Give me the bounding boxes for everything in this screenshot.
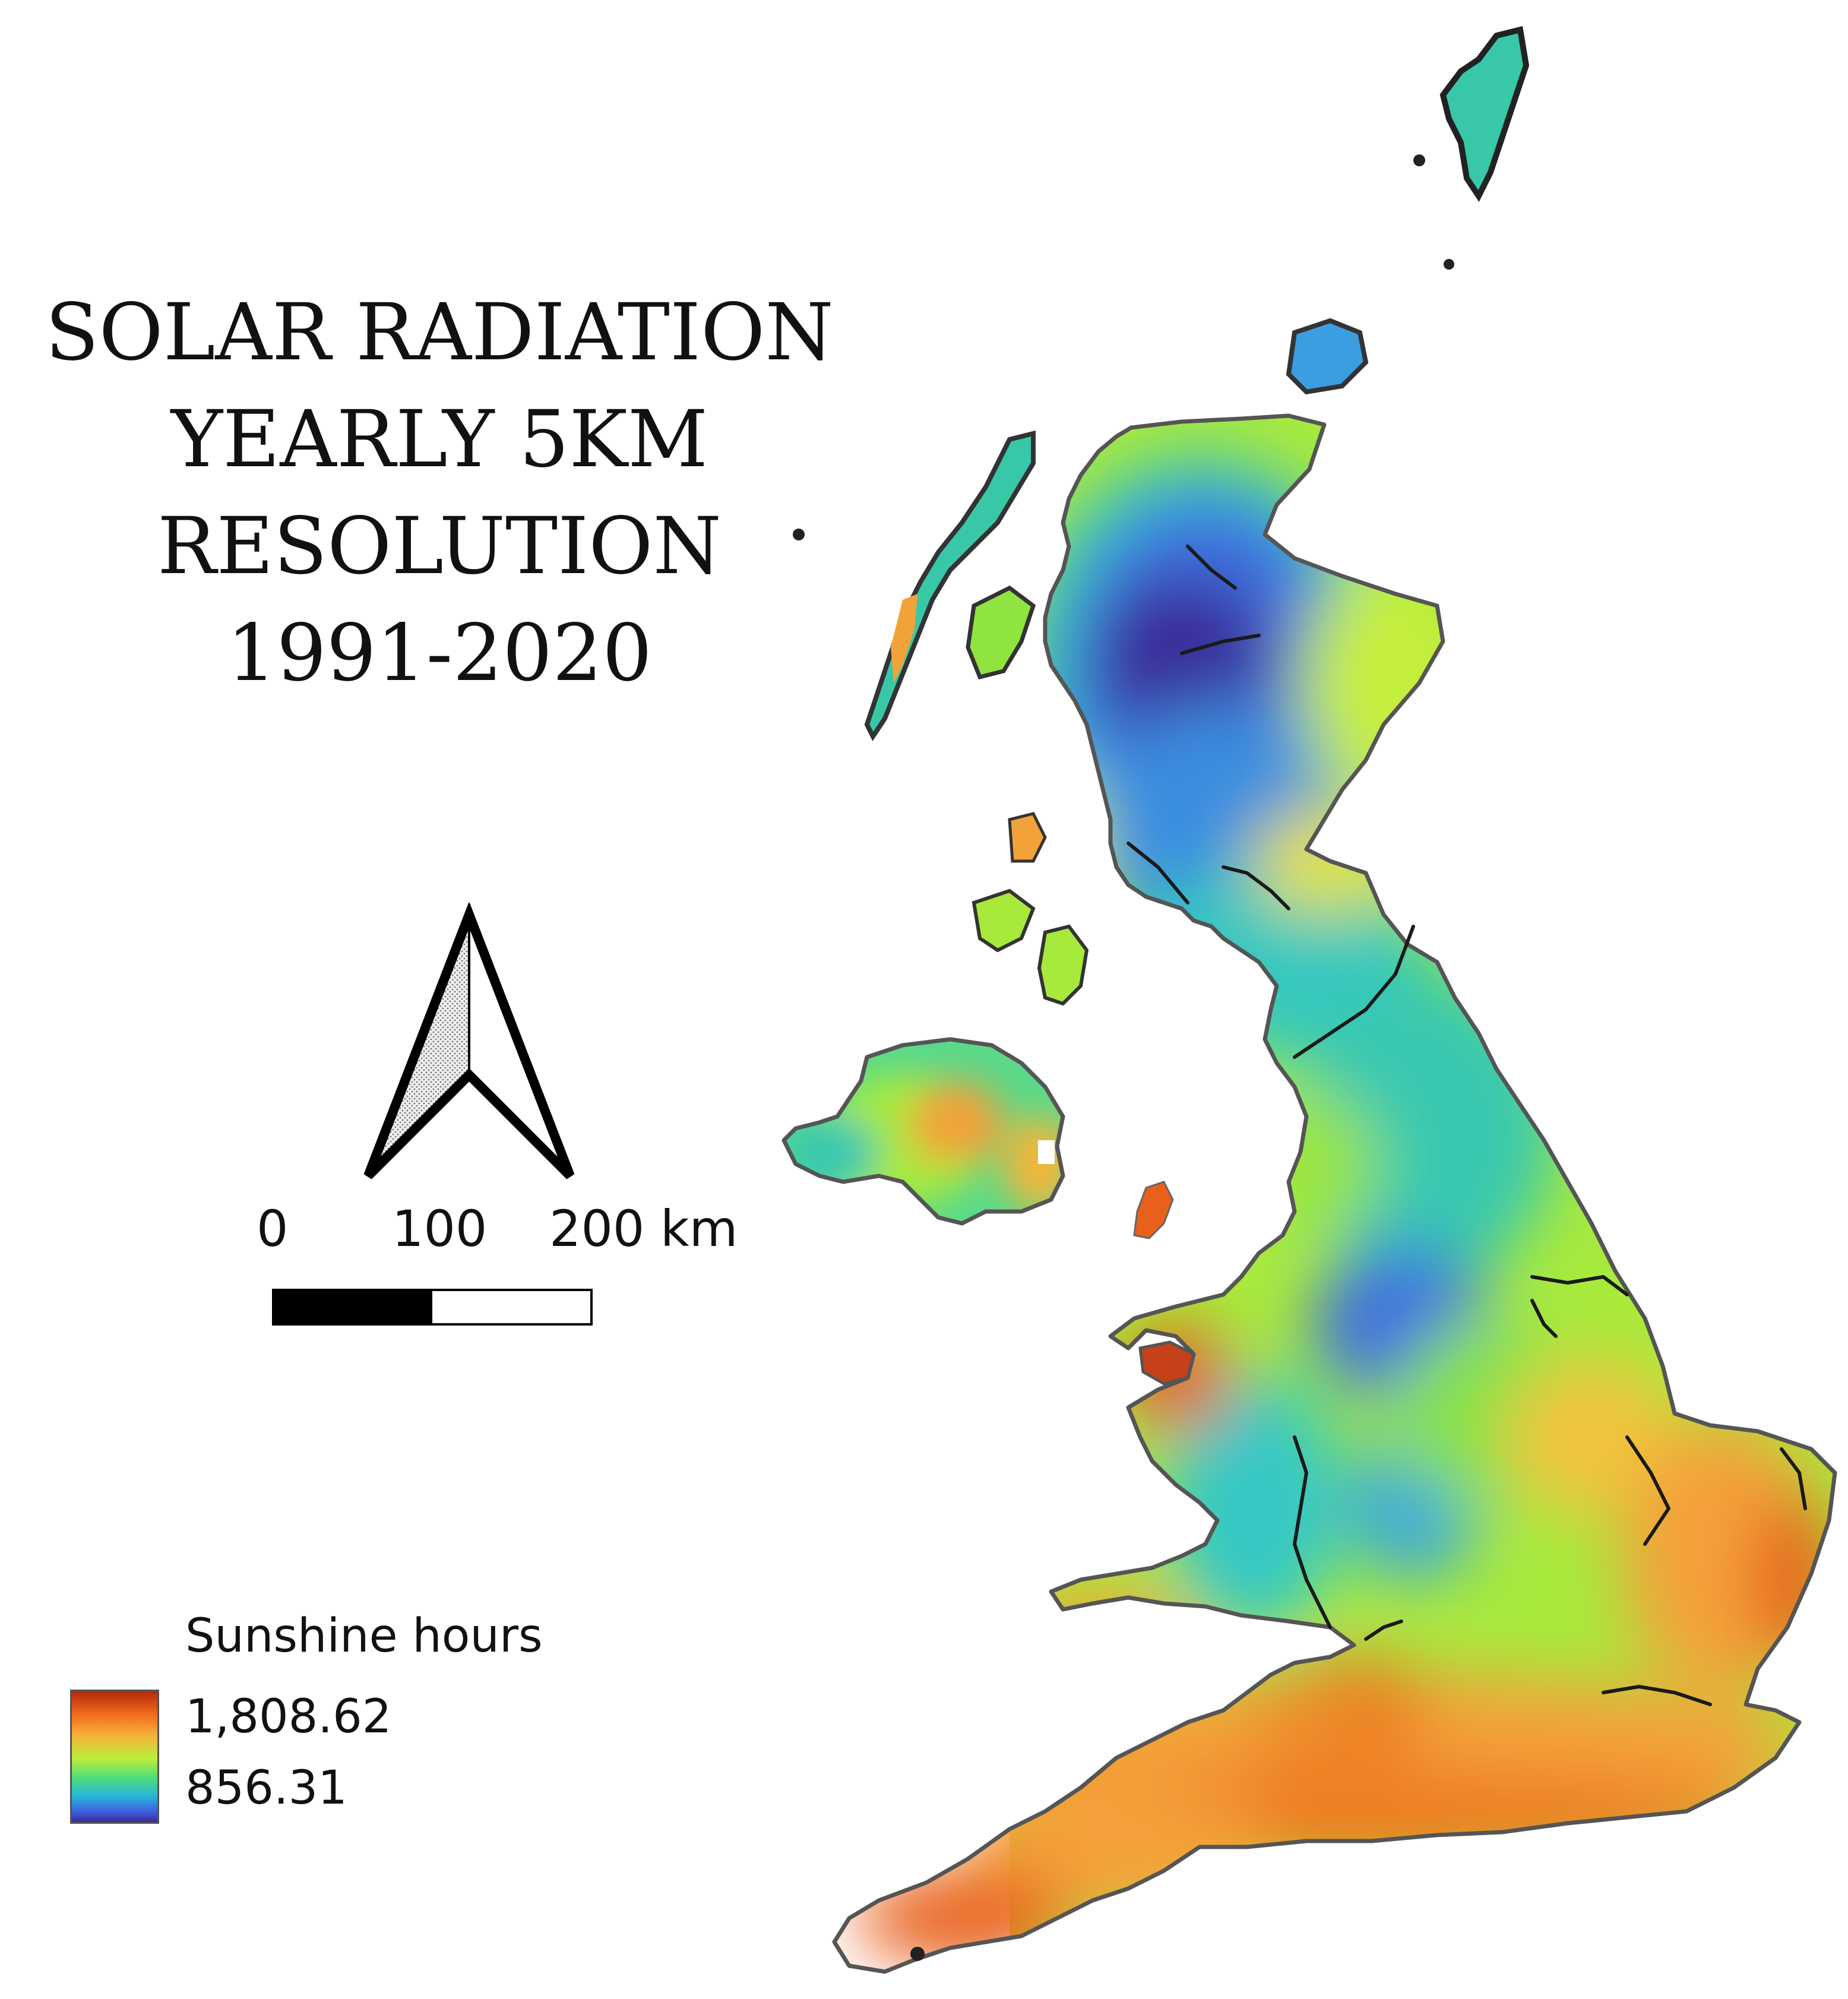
- scale-label-0: 0: [257, 1200, 289, 1258]
- scale-label-100: 100: [392, 1200, 488, 1258]
- scale-bar-segment-white: [432, 1291, 590, 1323]
- title-line-3: RESOLUTION: [157, 501, 722, 592]
- north-arrow-icon: [363, 903, 575, 1179]
- scale-bar-labels: 0 100 200 km: [249, 1200, 784, 1259]
- scale-bar: [272, 1289, 593, 1326]
- map-title: SOLAR RADIATION YEARLY 5KM RESOLUTION 19…: [0, 279, 879, 707]
- scale-label-200: 200 km: [549, 1200, 738, 1258]
- title-line-4: 1991-2020: [226, 608, 653, 699]
- legend-min-label: 856.31: [185, 1761, 347, 1815]
- legend-color-ramp: [70, 1690, 159, 1824]
- title-line-1: SOLAR RADIATION: [45, 287, 834, 378]
- title-line-2: YEARLY 5KM: [170, 394, 708, 485]
- legend-title: Sunshine hours: [185, 1609, 543, 1663]
- legend-max-label: 1,808.62: [185, 1690, 392, 1744]
- scale-bar-segment-black: [274, 1291, 432, 1323]
